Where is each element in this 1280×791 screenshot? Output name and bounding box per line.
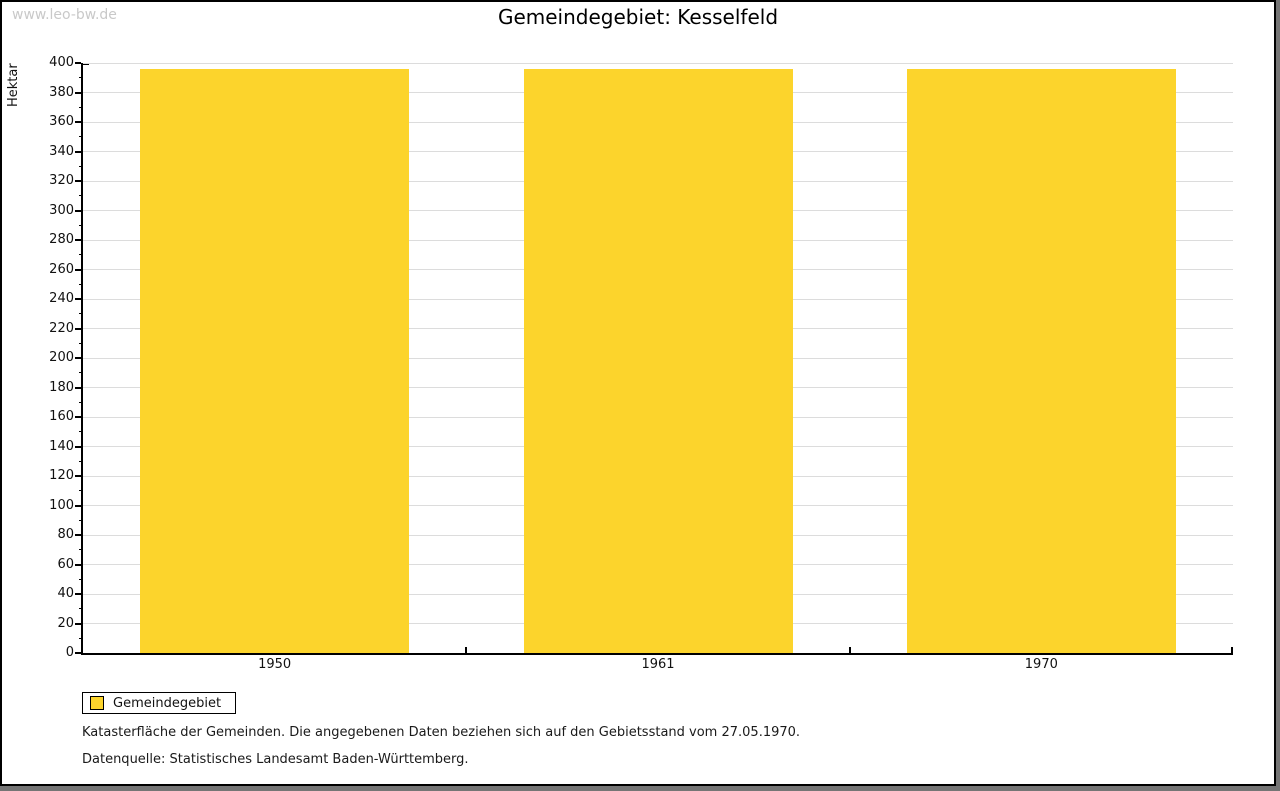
gridline (83, 62, 1233, 64)
y-axis-tick (75, 534, 81, 536)
y-axis-tick (75, 563, 81, 566)
y-axis-tick-label: 300 (49, 202, 74, 218)
x-axis-end-tick (1231, 647, 1233, 653)
x-axis-tick (848, 647, 851, 653)
y-axis-minor-tick (79, 490, 83, 492)
x-axis-tick (465, 647, 468, 653)
y-axis-tick-label: 160 (49, 409, 74, 424)
y-axis-minor-tick (79, 401, 83, 403)
y-axis-tick-label: 20 (57, 615, 74, 631)
y-axis-tick (75, 239, 81, 241)
bar-1961 (523, 68, 793, 653)
y-axis-minor-tick (79, 578, 83, 580)
y-axis-tick (75, 357, 81, 359)
y-axis-minor-tick (79, 165, 83, 167)
y-axis-minor-tick (79, 608, 83, 610)
y-axis-tick-labels: 0 20 40 60 80 100 120 140 160 180 200 220 240 260 280 3… (2, 55, 74, 660)
y-axis-tick-label: 240 (49, 291, 74, 306)
y-axis-tick-label: 200 (49, 350, 74, 365)
legend-swatch (90, 696, 104, 710)
y-axis-tick (75, 622, 81, 625)
y-axis-tick-label: 140 (49, 438, 74, 454)
y-axis-minor-tick (79, 519, 83, 521)
x-axis-tick-label: 1961 (641, 657, 675, 672)
y-axis-tick-label: 360 (49, 114, 74, 129)
x-axis-tick-label: 1950 (258, 657, 292, 672)
y-axis-tick (75, 121, 81, 123)
y-axis-tick (75, 91, 81, 94)
bar-1950 (140, 68, 410, 653)
plot-area (75, 62, 1233, 655)
x-axis-tick-label: 1970 (1024, 657, 1058, 672)
y-axis-minor-tick (79, 224, 83, 226)
y-axis-tick-label: 320 (49, 173, 74, 188)
y-axis-tick-label: 280 (49, 232, 74, 247)
y-axis-minor-tick (79, 372, 83, 374)
y-axis-tick (75, 445, 81, 448)
y-axis-tick-label: 40 (57, 586, 74, 601)
y-axis-minor-tick (79, 313, 83, 315)
y-axis-tick (75, 504, 81, 507)
y-axis-tick (75, 327, 81, 330)
y-axis-tick-label: 80 (57, 527, 74, 542)
y-axis-minor-tick (79, 637, 83, 639)
y-axis-tick (75, 475, 81, 477)
y-axis-minor-tick (79, 77, 83, 79)
y-axis-minor-tick (79, 254, 83, 256)
y-axis-minor-tick (79, 195, 83, 197)
y-axis-minor-tick (79, 342, 83, 344)
y-axis-tick (75, 180, 81, 182)
bar-1970 (906, 68, 1176, 653)
y-axis-tick-label: 180 (49, 379, 74, 395)
y-axis-tick-label: 0 (65, 645, 74, 660)
y-axis-end-tick (83, 63, 89, 65)
y-axis-tick (75, 593, 81, 595)
x-axis-tick-labels: 1950 1961 1970 (83, 657, 1233, 673)
y-axis-tick-label: 220 (49, 320, 74, 336)
footnote-source: Datenquelle: Statistisches Landesamt Bad… (82, 752, 469, 767)
footnote-description: Katasterfläche der Gemeinden. Die angege… (82, 725, 801, 740)
y-axis-tick (75, 298, 81, 300)
legend-label: Gemeindegebiet (113, 695, 222, 711)
y-axis-tick (75, 62, 81, 64)
y-axis-tick-label: 100 (49, 497, 74, 513)
y-axis-tick (75, 268, 81, 271)
chart-title: Gemeindegebiet: Kesselfeld (497, 5, 779, 29)
y-axis-minor-tick (79, 136, 83, 138)
watermark-text: www.leo-bw.de (12, 7, 117, 23)
y-axis-tick-label: 120 (49, 468, 74, 483)
y-axis-tick (75, 386, 81, 389)
legend: Gemeindegebiet (82, 692, 237, 714)
y-axis-minor-tick (79, 549, 83, 551)
y-axis-tick-label: 60 (57, 556, 74, 572)
y-axis-minor-tick (79, 460, 83, 462)
y-axis-tick-label: 340 (49, 143, 74, 159)
y-axis-tick-label: 400 (49, 55, 74, 70)
y-axis-tick (75, 209, 81, 212)
y-axis-minor-tick (79, 283, 83, 285)
y-axis-tick (75, 416, 81, 418)
y-axis-tick-label: 260 (49, 261, 74, 277)
y-axis-tick-label: 380 (49, 84, 74, 100)
y-axis-minor-tick (79, 431, 83, 433)
y-axis-tick (75, 652, 81, 654)
y-axis-minor-tick (79, 106, 83, 108)
y-axis-tick (75, 150, 81, 153)
